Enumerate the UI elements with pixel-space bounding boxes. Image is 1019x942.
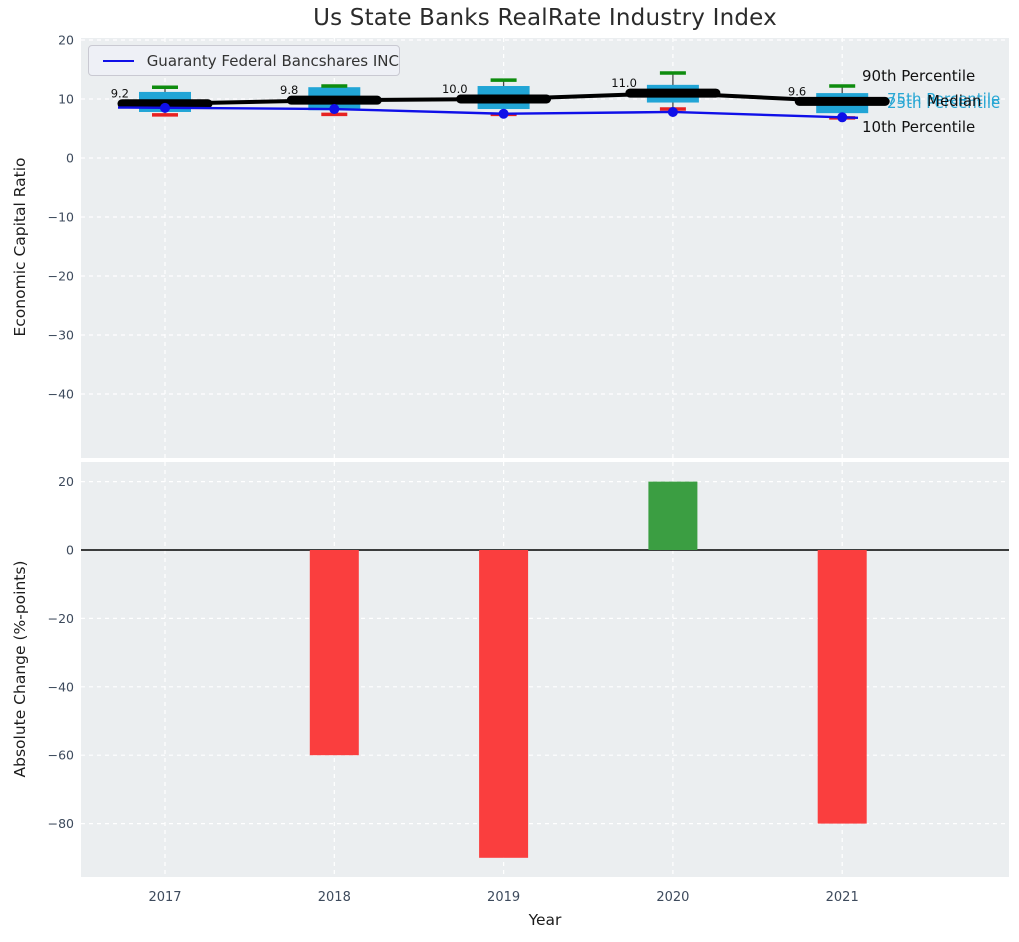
- plot-background: [81, 462, 1009, 877]
- company-marker-2018: [329, 104, 339, 114]
- ytick-bottom: 0: [66, 543, 74, 558]
- bar-2021: [818, 550, 867, 824]
- annotation-10th-percentile: 10th Percentile: [862, 118, 975, 136]
- xtick-2017: 2017: [148, 890, 181, 905]
- annotation-median: Median: [927, 92, 982, 110]
- figure: Us State Banks RealRate Industry Index 9…: [0, 0, 1019, 942]
- median-value-label-2020: 11.0: [611, 76, 637, 90]
- ytick-top: −40: [48, 387, 74, 402]
- company-marker-2017: [160, 103, 170, 113]
- y-axis-label-top: Economic Capital Ratio: [11, 147, 29, 347]
- median-value-label-2019: 10.0: [442, 82, 468, 96]
- chart-canvas: 9.2 9.8 10.0 11.0 9.6 20 10 0 −10 −20 −30 −40 20 0 −20…: [0, 0, 1019, 942]
- bar-2019: [479, 550, 528, 858]
- ytick-top: −10: [48, 210, 74, 225]
- xtick-2019: 2019: [487, 890, 520, 905]
- annotation-90th-percentile: 90th Percentile: [862, 67, 975, 85]
- ytick-top: −20: [48, 269, 74, 284]
- ytick-top: 0: [66, 151, 74, 166]
- company-marker-2019: [499, 109, 509, 119]
- ytick-bottom: −80: [48, 816, 74, 831]
- median-value-label-2021: 9.6: [788, 84, 806, 98]
- ytick-bottom: −60: [48, 748, 74, 763]
- median-value-label-2018: 9.8: [280, 83, 298, 97]
- ytick-bottom: 20: [58, 474, 74, 489]
- xtick-2021: 2021: [826, 890, 859, 905]
- legend: Guaranty Federal Bancshares INC: [88, 45, 400, 76]
- ytick-bottom: −20: [48, 611, 74, 626]
- ytick-bottom: −40: [48, 679, 74, 694]
- xtick-2020: 2020: [656, 890, 689, 905]
- ytick-top: −30: [48, 328, 74, 343]
- y-axis-label-bottom: Absolute Change (%-points): [11, 549, 29, 789]
- company-marker-2020: [668, 107, 678, 117]
- median-value-label-2017: 9.2: [111, 87, 129, 101]
- ytick-top: 20: [58, 33, 74, 48]
- company-marker-2021: [837, 112, 847, 122]
- bar-2018: [310, 550, 359, 755]
- x-axis-label: Year: [445, 911, 645, 929]
- legend-line-sample-icon: [103, 60, 134, 62]
- xtick-2018: 2018: [318, 890, 351, 905]
- bar-2020: [648, 482, 697, 550]
- legend-label: Guaranty Federal Bancshares INC: [147, 52, 399, 70]
- ytick-top: 10: [58, 92, 74, 107]
